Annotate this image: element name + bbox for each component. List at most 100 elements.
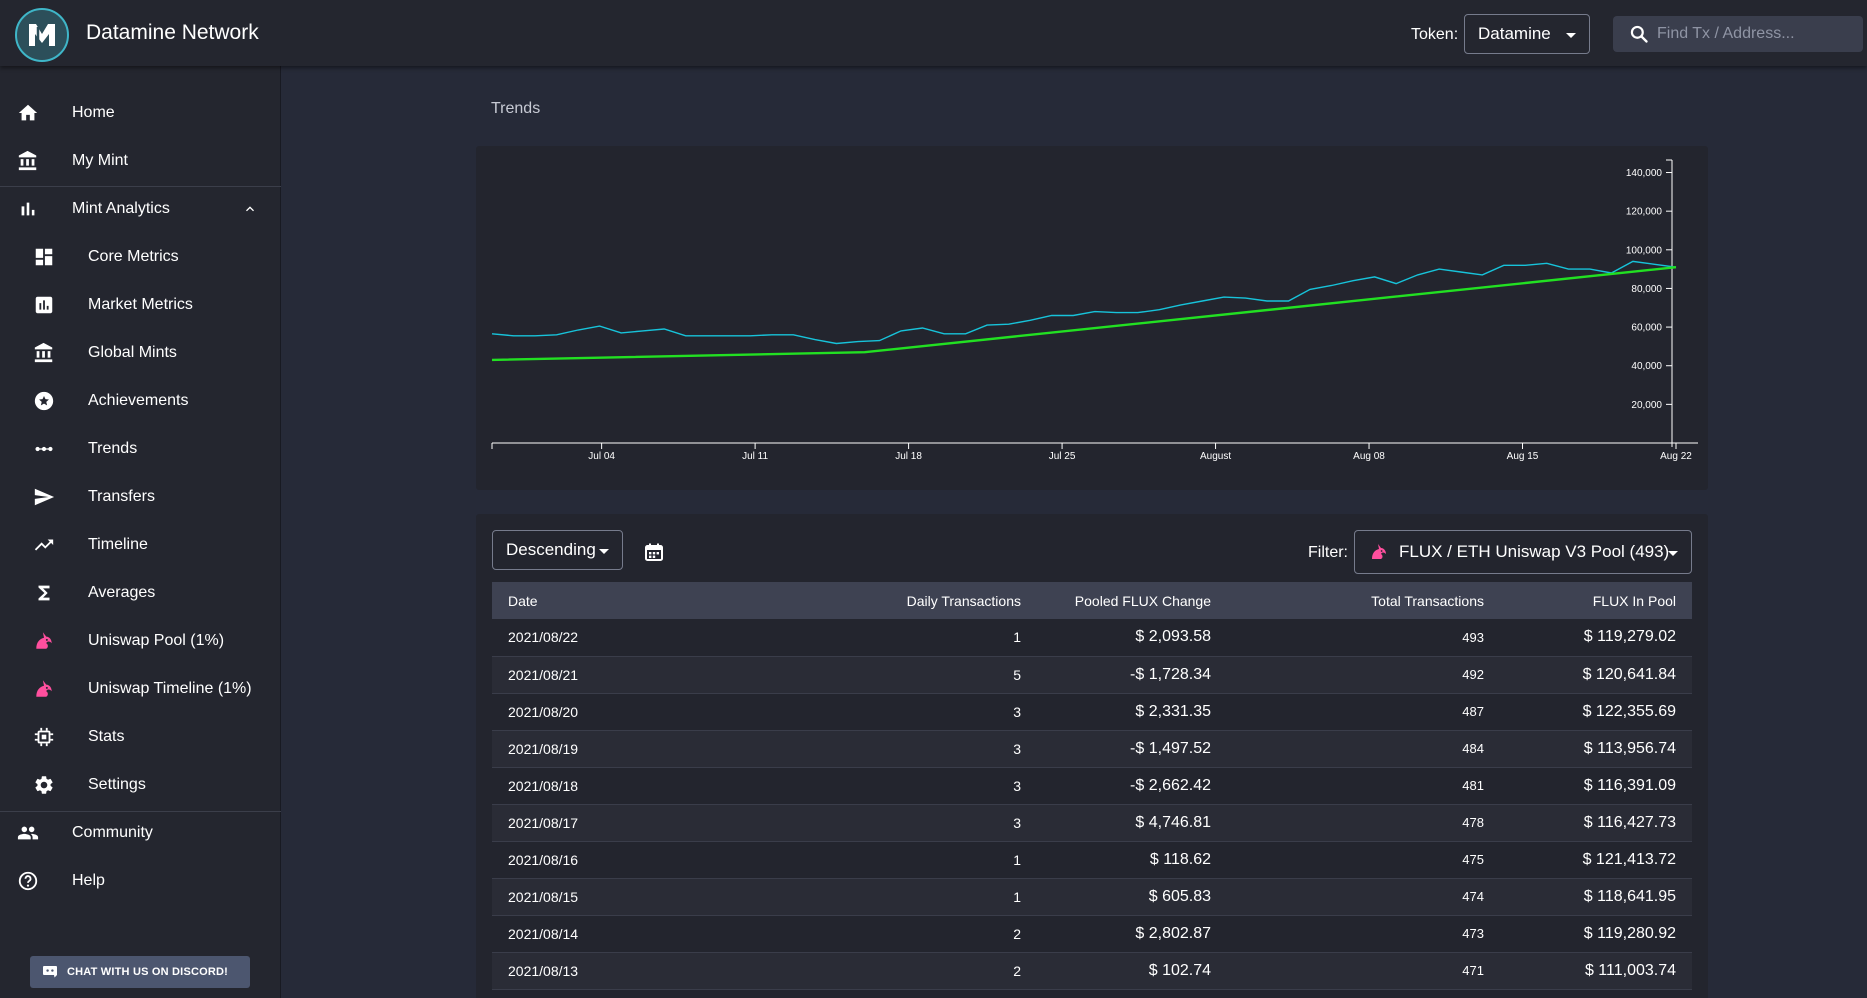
table-row[interactable]: 2021/08/13 2 $ 102.74 471 $ 111,003.74 xyxy=(492,952,1692,989)
table-row[interactable]: 2021/08/17 3 $ 4,746.81 478 $ 116,427.73 xyxy=(492,804,1692,841)
y-tick-label: 80,000 xyxy=(1631,284,1662,295)
sidebar-item-settings[interactable]: Settings xyxy=(0,761,281,809)
bank-icon xyxy=(15,148,41,174)
sidebar-item-label: Achievements xyxy=(88,392,189,409)
pool-filter-select[interactable]: FLUX / ETH Uniswap V3 Pool (493) xyxy=(1354,530,1692,574)
cell-pooled-flux-change: $ 102.74 xyxy=(1148,961,1211,979)
assessment-icon xyxy=(31,292,57,318)
table-row[interactable]: 2021/08/16 1 $ 118.62 475 $ 121,413.72 xyxy=(492,841,1692,878)
sidebar-item-label: Global Mints xyxy=(88,344,177,361)
cell-total-transactions: 484 xyxy=(1462,741,1484,756)
sidebar-item-label: Settings xyxy=(88,776,146,793)
column-header-flux-in-pool[interactable]: FLUX In Pool xyxy=(1592,592,1676,609)
chevron-up-icon[interactable] xyxy=(242,201,258,222)
cell-flux-in-pool: $ 119,280.92 xyxy=(1583,924,1676,942)
y-tick-label: 120,000 xyxy=(1626,207,1663,218)
column-header-pooled-flux-change[interactable]: Pooled FLUX Change xyxy=(1074,592,1211,609)
cell-total-transactions: 475 xyxy=(1462,852,1484,867)
sidebar-item-home[interactable]: Home xyxy=(0,89,281,137)
bank-icon xyxy=(31,340,57,366)
cell-pooled-flux-change: -$ 2,662.42 xyxy=(1130,776,1211,794)
sidebar-item-achievements[interactable]: Achievements xyxy=(0,377,281,425)
y-tick-label: 60,000 xyxy=(1631,323,1662,334)
sidebar-item-label: Home xyxy=(72,104,115,121)
table-row[interactable]: 2021/08/18 3 -$ 2,662.42 481 $ 116,391.09 xyxy=(492,767,1692,804)
table-row[interactable]: 2021/08/14 2 $ 2,802.87 473 $ 119,280.92 xyxy=(492,915,1692,952)
cell-flux-in-pool: $ 116,427.73 xyxy=(1583,813,1676,831)
cell-pooled-flux-change: $ 2,093.58 xyxy=(1135,628,1211,646)
cell-flux-in-pool: $ 116,391.09 xyxy=(1583,776,1676,794)
token-select-value: Datamine xyxy=(1478,24,1551,43)
cell-daily-transactions: 1 xyxy=(1013,888,1021,905)
sidebar-item-market-metrics[interactable]: Market Metrics xyxy=(0,281,281,329)
cell-total-transactions: 493 xyxy=(1462,629,1484,645)
sidebar-item-uniswap-timeline-1[interactable]: Uniswap Timeline (1%) xyxy=(0,665,281,713)
sidebar-item-timeline[interactable]: Timeline xyxy=(0,521,281,569)
cell-date: 2021/08/18 xyxy=(508,777,579,794)
table-row[interactable]: 2021/08/20 3 $ 2,331.35 487 $ 122,355.69 xyxy=(492,693,1692,730)
star-circle-icon xyxy=(31,388,57,414)
sidebar-item-mint-analytics[interactable]: Mint Analytics xyxy=(0,185,281,233)
sidebar-divider xyxy=(0,811,281,812)
cell-flux-in-pool: $ 122,355.69 xyxy=(1582,702,1676,720)
bar-chart-icon xyxy=(15,196,41,222)
trends-chart: 20,000 40,000 60,000 80,000 100,000 120,000 14… xyxy=(491,159,1698,462)
sidebar-item-label: Averages xyxy=(88,584,156,601)
page-title: Trends xyxy=(491,100,541,117)
cell-total-transactions: 487 xyxy=(1462,704,1484,719)
table-row[interactable]: 2021/08/15 1 $ 605.83 474 $ 118,641.95 xyxy=(492,878,1692,915)
sidebar-item-global-mints[interactable]: Global Mints xyxy=(0,329,281,377)
transactions-table-card: Descending Filter: FLUX / ETH Uniswap V3… xyxy=(476,514,1708,998)
help-icon xyxy=(15,868,41,894)
cell-date: 2021/08/13 xyxy=(508,962,579,979)
cell-daily-transactions: 3 xyxy=(1013,814,1021,831)
unicorn-icon xyxy=(31,676,57,702)
cell-pooled-flux-change: -$ 1,728.34 xyxy=(1130,665,1211,683)
x-tick-label: Jul 11 xyxy=(742,451,768,462)
datamine-logo-icon[interactable] xyxy=(15,8,69,62)
cell-daily-transactions: 2 xyxy=(1013,962,1021,979)
sidebar-item-stats[interactable]: Stats xyxy=(0,713,281,761)
sidebar-item-my-mint[interactable]: My Mint xyxy=(0,137,281,185)
token-select[interactable]: Datamine xyxy=(1464,14,1590,54)
x-tick-label: Aug 08 xyxy=(1353,451,1385,462)
unicorn-icon xyxy=(31,628,57,654)
search-input[interactable] xyxy=(1657,25,1847,43)
app-title[interactable]: Datamine Network xyxy=(86,21,259,44)
sort-order-select[interactable]: Descending xyxy=(492,530,623,570)
cell-total-transactions: 478 xyxy=(1462,815,1484,830)
x-tick-label: Jul 18 xyxy=(895,451,922,462)
table-row[interactable]: 2021/08/22 1 $ 2,093.58 493 $ 119,279.02 xyxy=(492,619,1692,656)
sidebar-item-label: Help xyxy=(72,872,105,889)
cell-daily-transactions: 1 xyxy=(1013,851,1021,868)
sidebar-item-trends[interactable]: Trends xyxy=(0,425,281,473)
calendar-button[interactable] xyxy=(642,540,666,564)
cell-date: 2021/08/19 xyxy=(508,740,579,757)
calendar-icon xyxy=(645,543,663,561)
x-tick-label: Aug 15 xyxy=(1507,451,1539,462)
column-header-total-transactions[interactable]: Total Transactions xyxy=(1371,592,1484,609)
cell-date: 2021/08/16 xyxy=(508,851,579,868)
cell-pooled-flux-change: $ 118.62 xyxy=(1149,850,1211,868)
sidebar-item-averages[interactable]: Averages xyxy=(0,569,281,617)
sidebar-item-help[interactable]: Help xyxy=(0,857,281,905)
sidebar-item-label: Mint Analytics xyxy=(72,200,170,217)
table-row[interactable]: 2021/08/19 3 -$ 1,497.52 484 $ 113,956.74 xyxy=(492,730,1692,767)
sidebar-item-core-metrics[interactable]: Core Metrics xyxy=(0,233,281,281)
column-header-date[interactable]: Date xyxy=(508,592,538,609)
table-row[interactable]: 2021/08/21 5 -$ 1,728.34 492 $ 120,641.84 xyxy=(492,656,1692,693)
sidebar-item-uniswap-pool-1[interactable]: Uniswap Pool (1%) xyxy=(0,617,281,665)
sidebar-divider xyxy=(0,186,281,187)
sidebar-item-transfers[interactable]: Transfers xyxy=(0,473,281,521)
cell-flux-in-pool: $ 121,413.72 xyxy=(1582,850,1676,868)
cell-date: 2021/08/14 xyxy=(508,925,579,942)
discord-chat-button[interactable]: CHAT WITH US ON DISCORD! xyxy=(30,956,250,988)
sidebar-item-label: Community xyxy=(72,824,153,841)
search-box[interactable] xyxy=(1613,16,1863,52)
cell-total-transactions: 473 xyxy=(1462,926,1484,941)
sidebar-item-label: Stats xyxy=(88,728,125,745)
x-tick-label: Jul 04 xyxy=(588,451,615,462)
gear-icon xyxy=(31,772,57,798)
column-header-daily-transactions[interactable]: Daily Transactions xyxy=(906,592,1021,609)
sidebar-item-community[interactable]: Community xyxy=(0,809,281,857)
